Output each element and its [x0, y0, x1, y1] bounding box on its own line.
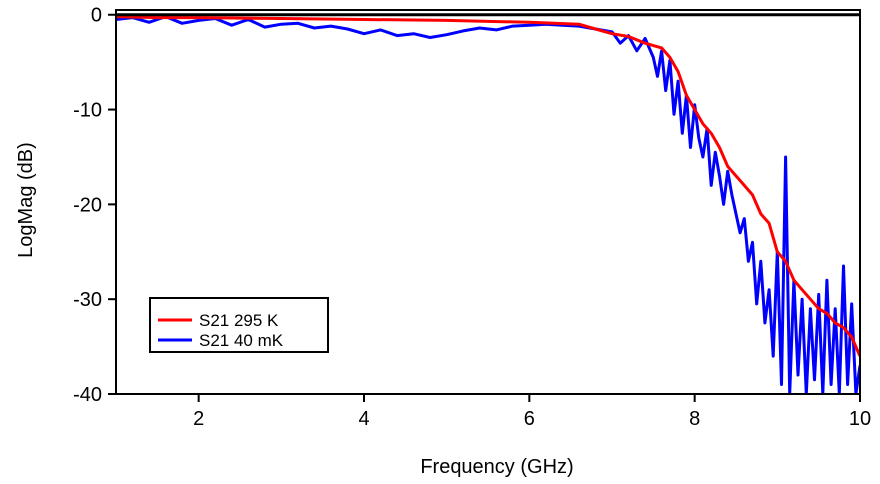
series-layer — [116, 15, 860, 394]
y-tick-label: -40 — [73, 384, 102, 406]
x-axis-ticks: 2 4 6 8 10 — [193, 394, 871, 430]
x-tick-label: 6 — [524, 408, 535, 430]
y-axis-title: LogMag (dB) — [15, 142, 37, 258]
plot-frame — [115, 9, 861, 395]
legend-box — [149, 297, 329, 353]
x-tick-label: 2 — [193, 408, 204, 430]
x-tick-label: 10 — [849, 408, 871, 430]
series-line-1 — [116, 15, 860, 394]
y-tick-label: 0 — [91, 5, 102, 27]
y-tick-label: -20 — [73, 194, 102, 216]
legend-label-s21-40mk: S21 40 mK — [199, 331, 284, 350]
y-tick-label: -10 — [73, 100, 102, 122]
y-axis-ticks: 0 -10 -20 -30 -40 — [73, 5, 116, 406]
x-tick-label: 8 — [689, 408, 700, 430]
series-line-0 — [116, 15, 860, 357]
legend: S21 295 K S21 40 mK — [149, 297, 329, 353]
x-tick-label: 4 — [358, 408, 369, 430]
legend-label-s21-295k: S21 295 K — [199, 311, 279, 330]
y-tick-label: -30 — [73, 289, 102, 311]
x-axis-title: Frequency (GHz) — [420, 456, 573, 478]
